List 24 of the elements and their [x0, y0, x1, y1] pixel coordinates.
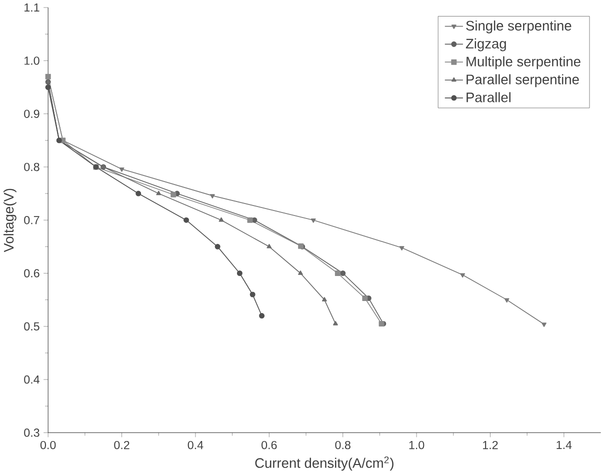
y-tick-label: 0.8 [24, 162, 40, 172]
legend-label: Parallel [466, 92, 510, 102]
x-tick-label: 1.0 [409, 440, 424, 450]
y-tick-label: 0.5 [24, 322, 40, 330]
x-tick-label: 0.8 [335, 440, 350, 450]
legend-label: Multiple serpentine [466, 56, 580, 70]
y-axis-title: Voltage(V) [4, 188, 16, 252]
y-tick-label: 0.4 [24, 375, 40, 384]
legend-label: Parallel serpentine [466, 74, 579, 87]
y-tick-label: 0.7 [24, 216, 40, 224]
x-tick-label: 1.4 [556, 440, 572, 449]
x-tick-label: 0.4 [188, 440, 204, 450]
y-tick-label: 1.0 [24, 56, 40, 65]
y-tick-label: 0.6 [24, 269, 40, 278]
legend-label: Zigzag [466, 38, 506, 52]
x-axis-title: Current density(A/cm$^{2}$) [255, 456, 394, 471]
y-tick-label: 1.1 [24, 3, 40, 12]
x-tick-label: 1.2 [483, 440, 498, 449]
legend-label: Single serpentine [466, 20, 572, 34]
x-tick-label: 0.0 [40, 440, 56, 450]
x-tick-label: 0.2 [114, 440, 130, 450]
y-tick-label: 0.3 [24, 428, 40, 437]
y-tick-label: 0.9 [24, 110, 40, 118]
x-tick-label: 0.6 [262, 440, 277, 450]
